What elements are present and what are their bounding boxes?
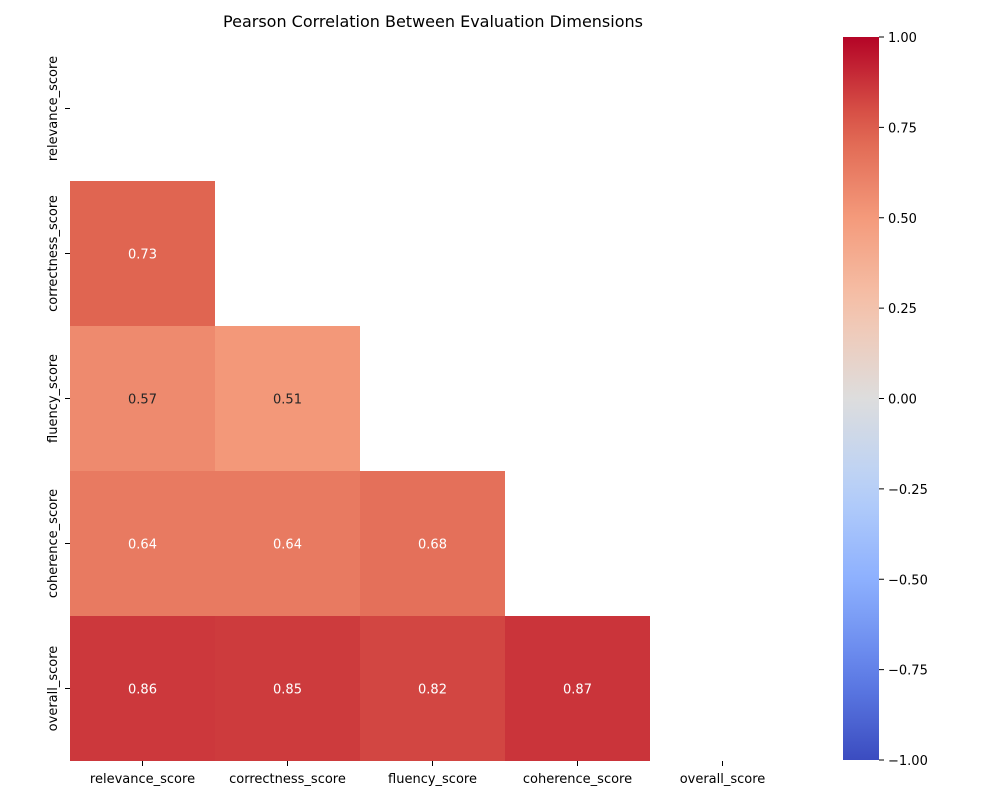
heatmap-cell xyxy=(215,616,360,761)
colorbar-tick-label: −1.00 xyxy=(888,754,928,769)
cell-value-label: 0.85 xyxy=(273,683,302,698)
y-tick-label: fluency_score xyxy=(46,354,61,443)
heatmap-cell xyxy=(360,471,505,616)
heatmap-cell xyxy=(70,326,215,471)
x-tick-label: fluency_score xyxy=(388,772,477,787)
y-tick-label: relevance_score xyxy=(46,56,61,161)
chart-title: Pearson Correlation Between Evaluation D… xyxy=(223,12,643,31)
y-tick-label: coherence_score xyxy=(46,489,61,598)
cell-value-label: 0.86 xyxy=(128,683,157,698)
heatmap-cell xyxy=(215,471,360,616)
heatmap-cell xyxy=(360,616,505,761)
cell-value-label: 0.68 xyxy=(418,538,447,553)
x-tick-label: overall_score xyxy=(680,772,766,787)
cell-value-label: 0.51 xyxy=(273,393,302,408)
cell-value-label: 0.64 xyxy=(273,538,302,553)
heatmap-cell xyxy=(70,181,215,326)
heatmap-axes: relevance_score relevance_score correctnes… xyxy=(46,56,765,787)
cell-value-label: 0.73 xyxy=(128,248,157,263)
y-tick-label: overall_score xyxy=(46,646,61,732)
cell-value-label: 0.87 xyxy=(563,683,592,698)
colorbar-tick-label: −0.25 xyxy=(888,483,928,498)
x-tick-label: coherence_score xyxy=(523,772,632,787)
x-tick-label: relevance_score xyxy=(90,772,195,787)
colorbar-tick-label: −0.50 xyxy=(888,573,928,588)
colorbar-tick-label: 0.25 xyxy=(888,302,917,317)
colorbar-tick-label: 0.75 xyxy=(888,121,917,136)
colorbar-gradient xyxy=(843,37,879,760)
colorbar-tick-label: 1.00 xyxy=(888,31,917,46)
colorbar: 1.00 0.75 0.50 0.25 0.00 −0.25 −0.50 −0.75 −1.00 xyxy=(843,31,928,769)
colorbar-tick-label: 0.50 xyxy=(888,212,917,227)
heatmap-cell xyxy=(215,326,360,471)
colorbar-tick-label: 0.00 xyxy=(888,393,917,408)
cell-value-label: 0.82 xyxy=(418,683,447,698)
cell-value-label: 0.64 xyxy=(128,538,157,553)
x-tick-label: correctness_score xyxy=(229,772,346,787)
heatmap-cell xyxy=(70,471,215,616)
heatmap-cell xyxy=(70,616,215,761)
y-tick-label: correctness_score xyxy=(46,195,61,312)
colorbar-tick-label: −0.75 xyxy=(888,664,928,679)
heatmap-cells: 0.73 0.57 0.51 0.64 0.64 0.68 0.86 0.85 0.82 0.87 xyxy=(70,181,650,761)
heatmap-cell xyxy=(505,616,650,761)
cell-value-label: 0.57 xyxy=(128,393,157,408)
